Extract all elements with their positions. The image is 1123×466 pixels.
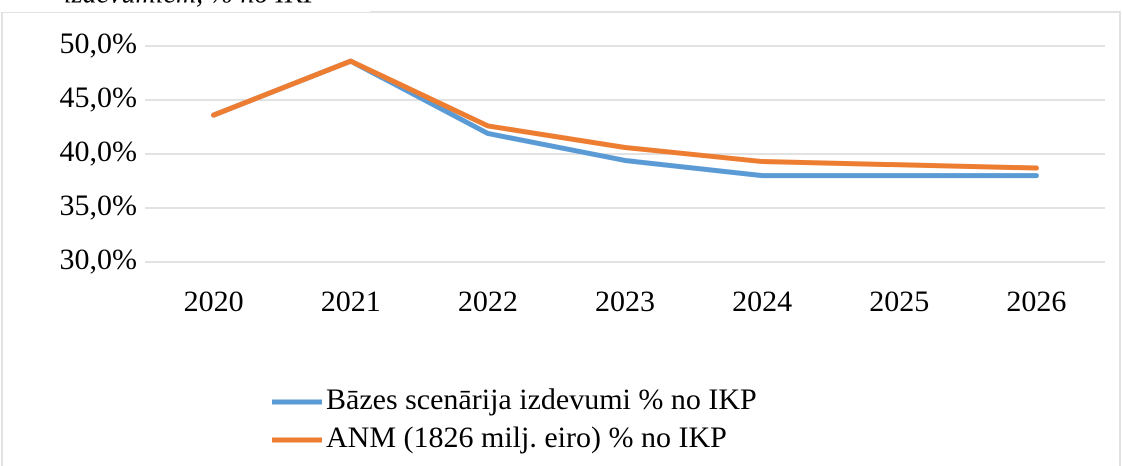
x-tick-label: 2023 (595, 285, 655, 318)
x-tick-label: 2020 (184, 285, 244, 318)
legend-label: ANM (1826 milj. eiro) % no IKP (326, 421, 727, 454)
x-tick-label: 2022 (458, 285, 518, 318)
chart-title: izdevumiem, % no IKP (64, 0, 321, 9)
x-tick-label: 2024 (732, 285, 792, 318)
x-tick-label: 2021 (321, 285, 381, 318)
x-tick-label: 2026 (1006, 285, 1066, 318)
series-line (211, 58, 1039, 171)
y-tick-label: 30,0% (60, 243, 138, 276)
series-line (211, 58, 1039, 179)
title-backdrop (0, 0, 370, 12)
y-tick-label: 35,0% (60, 189, 138, 222)
y-tick-label: 40,0% (60, 135, 138, 168)
y-tick-label: 45,0% (60, 81, 138, 114)
legend-label: Bāzes scenārija izdevumi % no IKP (326, 383, 757, 416)
chart-border (1, 11, 1121, 466)
y-tick-label: 50,0% (60, 27, 138, 60)
x-tick-label: 2025 (869, 285, 929, 318)
